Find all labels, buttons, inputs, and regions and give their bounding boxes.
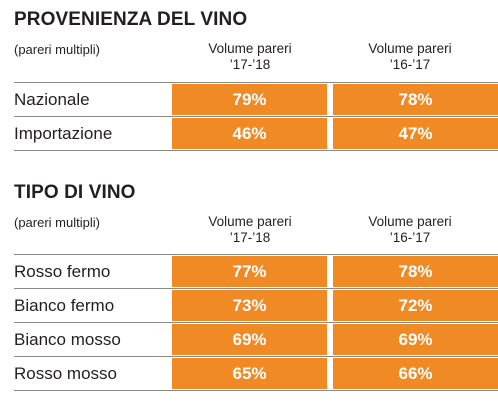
divider xyxy=(14,356,498,357)
column-header-line2: ’16-’17 xyxy=(389,57,431,72)
table-row: Bianco mosso 69% 69% xyxy=(0,324,498,355)
section-title: PROVENIENZA DEL VINO xyxy=(14,9,248,30)
value-cell: 46% xyxy=(172,118,327,149)
value-cell: 73% xyxy=(172,290,327,321)
divider xyxy=(14,82,498,83)
value-cell: 69% xyxy=(333,324,498,355)
column-header-1: Volume pareri ’17-’18 xyxy=(180,214,320,246)
value-cell: 77% xyxy=(172,256,327,287)
divider xyxy=(14,390,498,391)
section-provenienza: PROVENIENZA DEL VINO (pareri multipli) V… xyxy=(0,0,498,160)
divider xyxy=(14,116,498,117)
table-row: Bianco fermo 73% 72% xyxy=(0,290,498,321)
table-row: Importazione 46% 47% xyxy=(0,118,498,149)
section-subtitle: (pareri multipli) xyxy=(14,42,100,57)
column-header-line1: Volume pareri xyxy=(208,41,292,56)
column-header-line1: Volume pareri xyxy=(368,41,452,56)
column-header-line2: ’17-’18 xyxy=(229,57,271,72)
value-cell: 72% xyxy=(333,290,498,321)
section-subtitle: (pareri multipli) xyxy=(14,215,100,230)
value-cell: 47% xyxy=(333,118,498,149)
row-label: Bianco fermo xyxy=(14,296,115,315)
row-label: Rosso mosso xyxy=(14,364,117,383)
divider xyxy=(14,254,498,255)
column-header-1: Volume pareri ’17-’18 xyxy=(180,41,320,73)
column-header-line2: ’16-’17 xyxy=(389,230,431,245)
row-label: Rosso fermo xyxy=(14,262,111,281)
row-label: Bianco mosso xyxy=(14,330,121,349)
table-row: Rosso fermo 77% 78% xyxy=(0,256,498,287)
row-label: Importazione xyxy=(14,124,113,143)
value-cell: 65% xyxy=(172,358,327,389)
value-cell: 78% xyxy=(333,84,498,115)
value-cell: 66% xyxy=(333,358,498,389)
row-label: Nazionale xyxy=(14,90,90,109)
column-header-line1: Volume pareri xyxy=(208,214,292,229)
value-cell: 78% xyxy=(333,256,498,287)
column-header-line2: ’17-’18 xyxy=(229,230,271,245)
section-title: TIPO DI VINO xyxy=(14,182,136,203)
column-header-2: Volume pareri ’16-’17 xyxy=(340,214,480,246)
column-header-line1: Volume pareri xyxy=(368,214,452,229)
column-header-2: Volume pareri ’16-’17 xyxy=(340,41,480,73)
divider xyxy=(14,288,498,289)
value-cell: 69% xyxy=(172,324,327,355)
table-row: Nazionale 79% 78% xyxy=(0,84,498,115)
divider xyxy=(14,150,498,151)
value-cell: 79% xyxy=(172,84,327,115)
table-row: Rosso mosso 65% 66% xyxy=(0,358,498,389)
divider xyxy=(14,322,498,323)
